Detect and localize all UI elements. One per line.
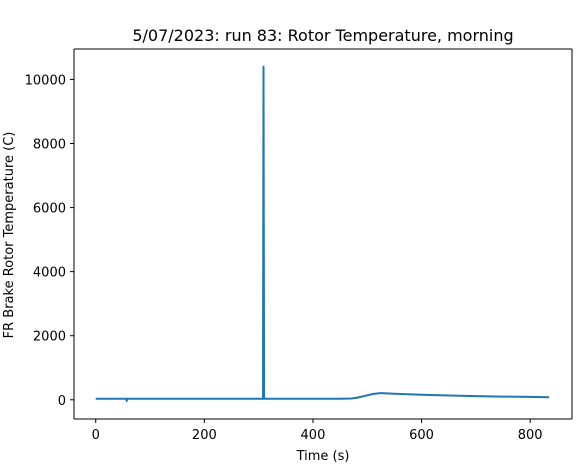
y-tick-label: 10000 xyxy=(25,73,66,88)
y-tick-label: 8000 xyxy=(33,138,66,153)
y-axis-label: FR Brake Rotor Temperature (C) xyxy=(2,132,17,339)
x-tick-label: 0 xyxy=(92,428,100,443)
y-tick-label: 2000 xyxy=(33,330,66,345)
x-tick-label: 800 xyxy=(518,428,543,443)
y-tick-label: 4000 xyxy=(33,266,66,281)
y-tick-label: 0 xyxy=(58,394,66,409)
y-tick-label: 6000 xyxy=(33,202,66,217)
x-tick-label: 200 xyxy=(192,428,217,443)
x-axis-label: Time (s) xyxy=(296,449,350,464)
x-tick-label: 600 xyxy=(409,428,434,443)
plot-frame xyxy=(73,48,573,420)
plot-area xyxy=(74,49,572,419)
chart-title: 5/07/2023: run 83: Rotor Temperature, mo… xyxy=(132,26,513,45)
x-tick-label: 400 xyxy=(301,428,326,443)
series-line xyxy=(95,65,550,403)
